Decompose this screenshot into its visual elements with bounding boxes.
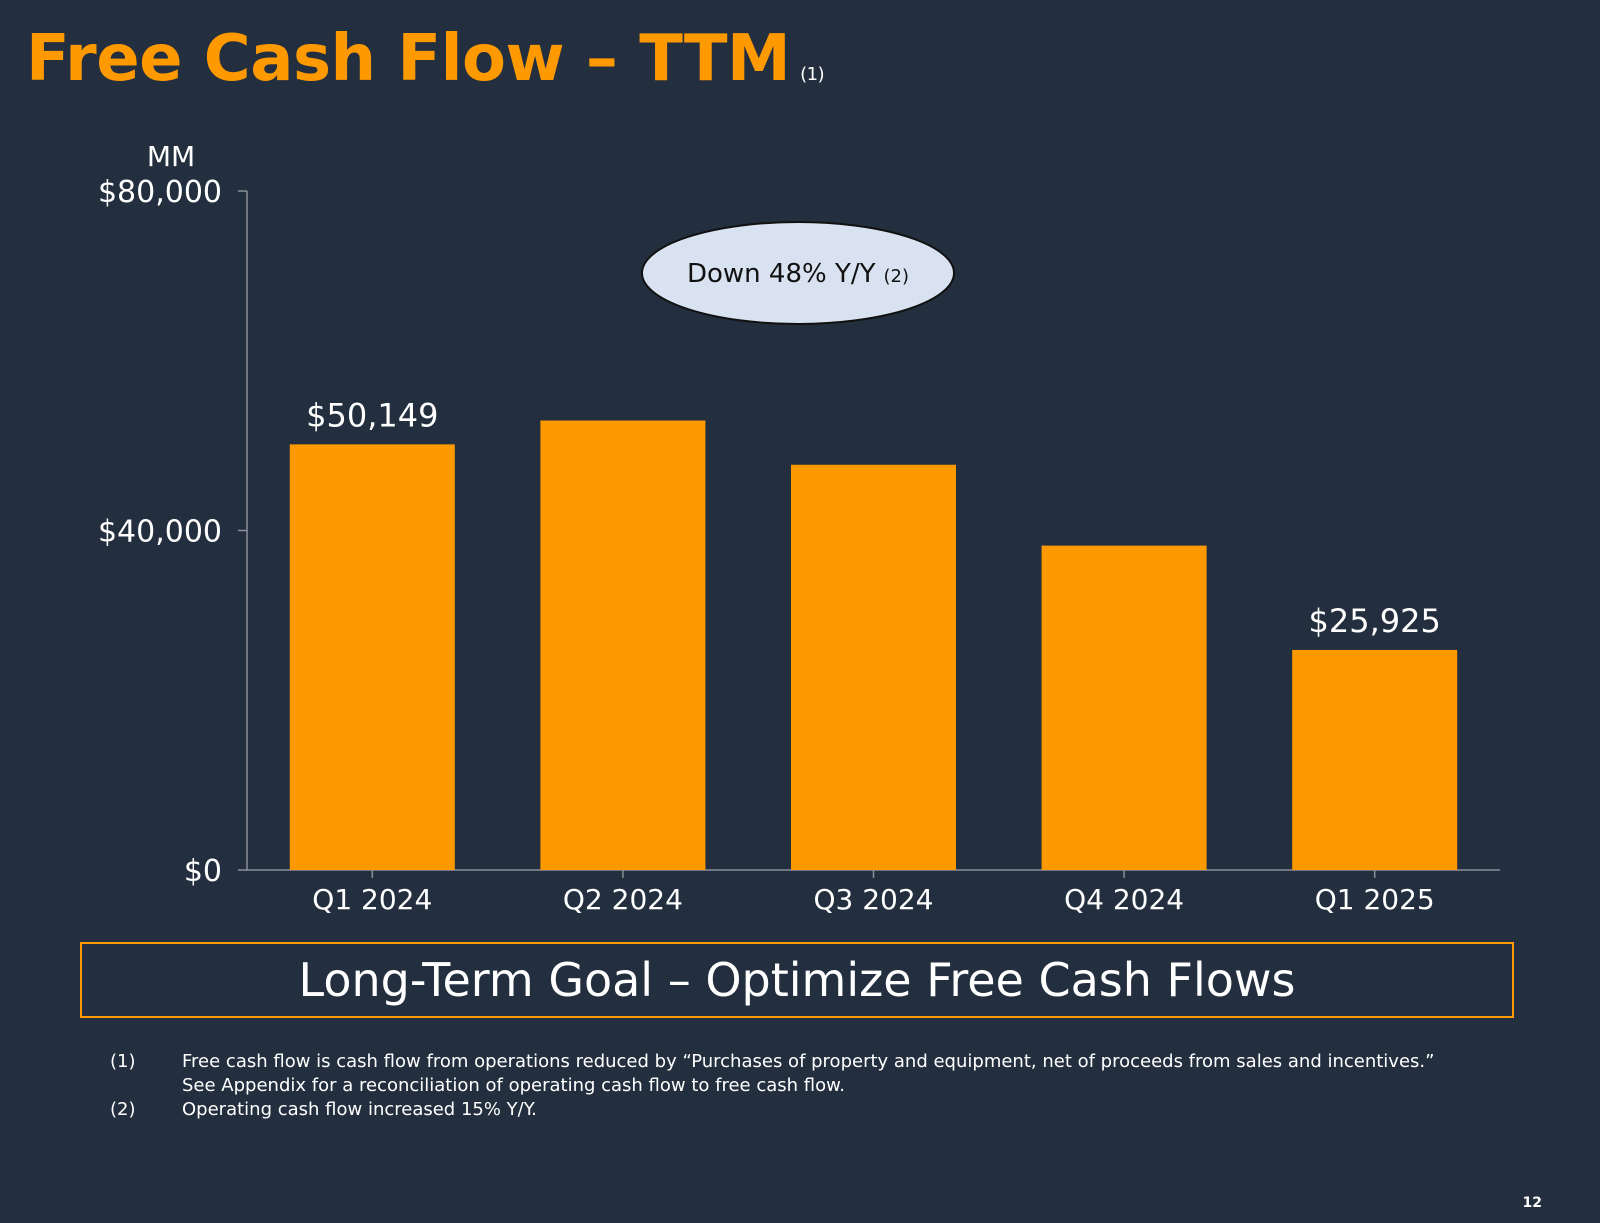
y-tick-label: $0 (184, 854, 222, 889)
goal-banner: Long-Term Goal – Optimize Free Cash Flow… (80, 942, 1514, 1018)
x-tick-label: Q1 2024 (312, 883, 432, 916)
footnote-text-continued: See Appendix for a reconciliation of ope… (182, 1075, 845, 1096)
bar (540, 420, 706, 870)
callout-ellipse (641, 221, 955, 325)
slide-title: Free Cash Flow – TTM (1) (26, 22, 825, 96)
chart-bars (289, 420, 1458, 870)
data-label: $50,149 (306, 396, 438, 434)
chart-labels: MM $0 $40,000 $80,000 Q1 2024 $50,149 Q2 2024 Q… (98, 140, 1441, 916)
y-axis-unit-label: MM (147, 140, 195, 173)
bar (1041, 545, 1207, 870)
slide-title-footnote-ref: (1) (800, 64, 825, 85)
footnote-number: (1) (110, 1051, 136, 1072)
callout-bubble: Down 48% Y/Y (2) (641, 221, 955, 325)
footnotes: (1) Free cash flow is cash flow from ope… (110, 1050, 1510, 1122)
bar (791, 464, 956, 870)
free-cash-flow-chart: MM $0 $40,000 $80,000 Q1 2024 $50,149 Q2 2024 Q… (98, 140, 1500, 916)
x-tick-label: Q2 2024 (563, 883, 683, 916)
y-tick-label: $40,000 (98, 515, 222, 550)
bar (289, 444, 455, 870)
footnote-number: (2) (110, 1099, 136, 1120)
footnote-1: (1) Free cash flow is cash flow from ope… (110, 1050, 1510, 1098)
footnote-2: (2) Operating cash flow increased 15% Y/… (110, 1098, 1510, 1122)
data-label: $25,925 (1309, 602, 1441, 640)
footnote-text: Operating cash flow increased 15% Y/Y. (182, 1099, 537, 1120)
x-tick-label: Q1 2025 (1315, 883, 1435, 916)
footnote-text: Free cash flow is cash flow from operati… (182, 1051, 1435, 1072)
bar (1292, 649, 1458, 870)
x-tick-label: Q3 2024 (813, 883, 933, 916)
page-number: 12 (1522, 1195, 1542, 1211)
y-tick-label: $80,000 (98, 175, 222, 210)
callout-main-text: Down 48% Y/Y (687, 259, 876, 289)
callout-text: Down 48% Y/Y (2) (687, 259, 909, 289)
callout-footnote-ref: (2) (884, 266, 910, 287)
slide-title-text: Free Cash Flow – TTM (26, 22, 791, 96)
x-tick-label: Q4 2024 (1064, 883, 1184, 916)
